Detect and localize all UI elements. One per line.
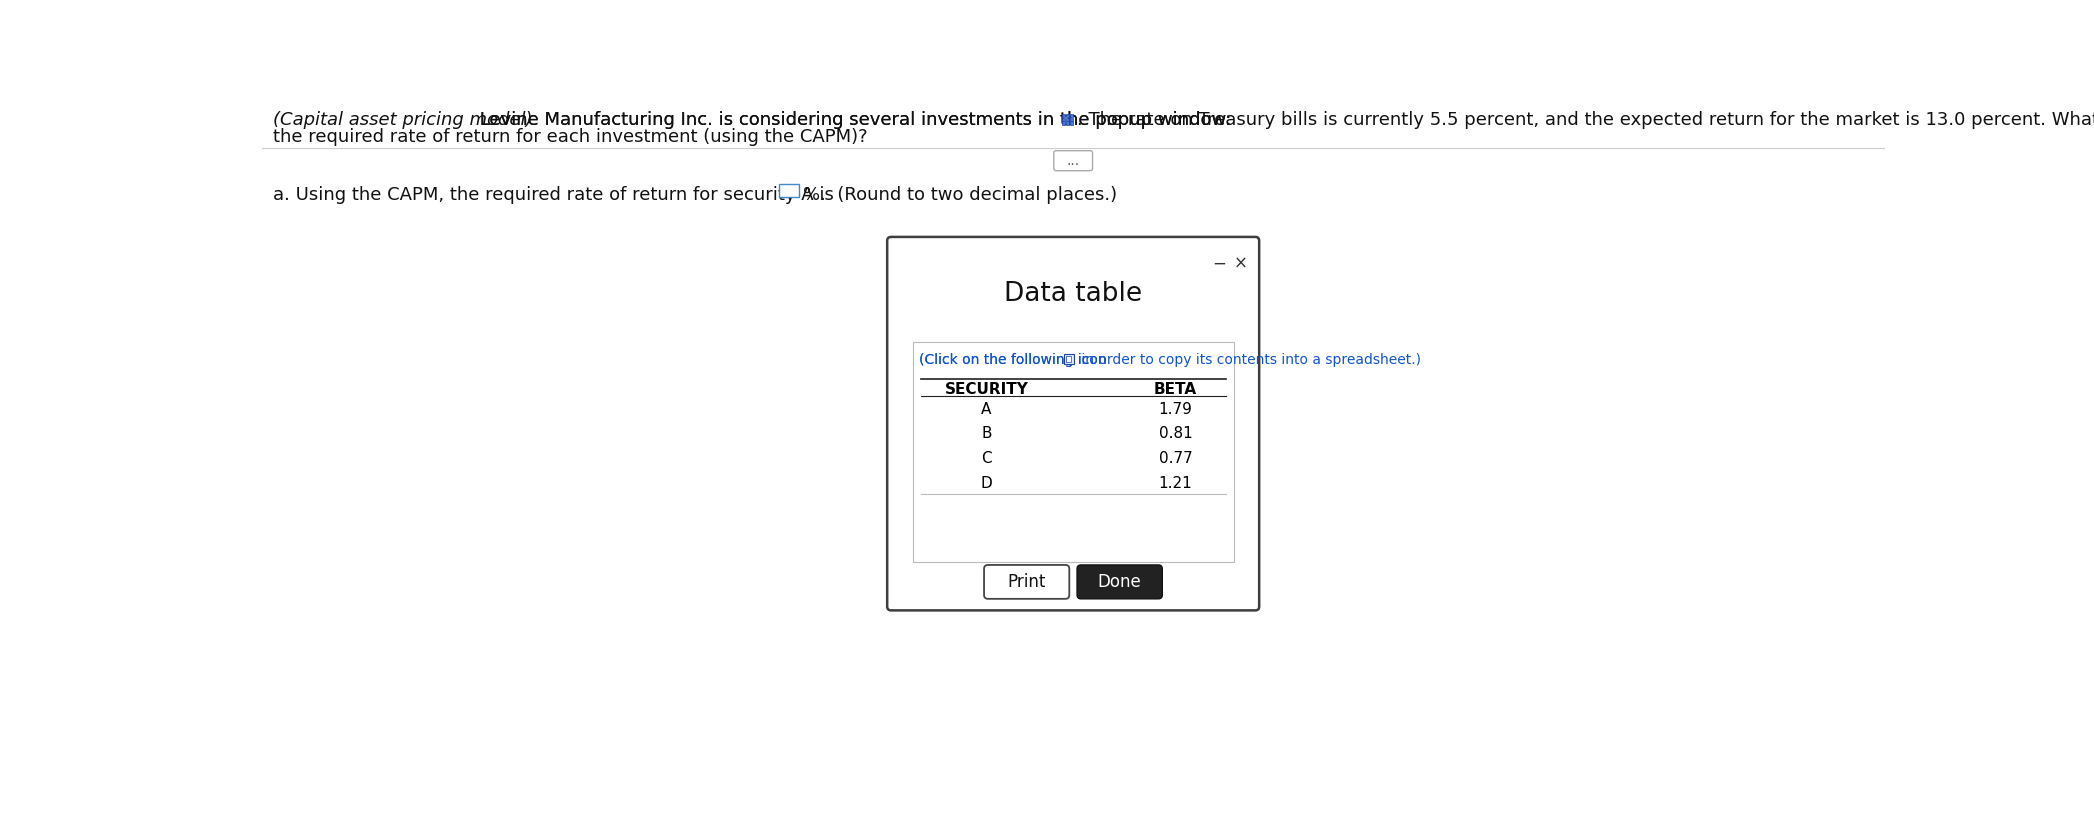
- Text: Levine Manufacturing Inc. is considering several investments in the popup window: Levine Manufacturing Inc. is considering…: [475, 111, 1238, 128]
- Bar: [1062, 121, 1066, 124]
- Bar: [1062, 114, 1066, 117]
- FancyBboxPatch shape: [888, 237, 1258, 611]
- Text: 0.77: 0.77: [1158, 451, 1191, 466]
- Text: Print: Print: [1007, 573, 1045, 591]
- Text: Data table: Data table: [1005, 280, 1141, 307]
- Text: 1.21: 1.21: [1158, 476, 1191, 490]
- Text: . The rate on Treasury bills is currently 5.5 percent, and the expected return f: . The rate on Treasury bills is currentl…: [1076, 111, 2094, 128]
- Text: −: −: [1212, 254, 1225, 272]
- Text: A: A: [982, 402, 993, 417]
- Text: 1.79: 1.79: [1158, 402, 1191, 417]
- FancyBboxPatch shape: [984, 565, 1070, 599]
- Text: BETA: BETA: [1154, 381, 1198, 397]
- Bar: [779, 184, 798, 197]
- Text: D: D: [980, 476, 993, 490]
- Bar: [913, 342, 1233, 562]
- Text: B: B: [982, 426, 993, 441]
- Text: 0.81: 0.81: [1158, 426, 1191, 441]
- FancyBboxPatch shape: [1076, 565, 1162, 599]
- Bar: [1062, 118, 1066, 120]
- Text: SECURITY: SECURITY: [944, 381, 1028, 397]
- Bar: [1070, 114, 1072, 117]
- Text: the required rate of return for each investment (using the CAPM)?: the required rate of return for each inv…: [274, 128, 869, 146]
- Text: in order to copy its contents into a spreadsheet.): in order to copy its contents into a spr…: [1076, 353, 1420, 367]
- Bar: [1070, 121, 1072, 124]
- Text: (Click on the following icon: (Click on the following icon: [919, 353, 1106, 367]
- Text: ...: ...: [1066, 154, 1081, 167]
- Bar: [1066, 118, 1070, 120]
- Text: (Click on the following icon: (Click on the following icon: [919, 353, 1106, 367]
- Text: (Capital asset pricing model): (Capital asset pricing model): [274, 111, 532, 128]
- FancyBboxPatch shape: [1053, 150, 1093, 171]
- Text: Done: Done: [1097, 573, 1141, 591]
- Text: %.  (Round to two decimal places.): %. (Round to two decimal places.): [804, 186, 1118, 204]
- Text: ×: ×: [1233, 254, 1248, 272]
- Bar: [1066, 121, 1070, 124]
- Bar: [1070, 118, 1072, 120]
- Text: Levine Manufacturing Inc. is considering several investments in the popup window: Levine Manufacturing Inc. is considering…: [475, 111, 1238, 128]
- Text: C: C: [982, 451, 993, 466]
- Bar: [1064, 354, 1074, 364]
- Bar: [1066, 114, 1070, 117]
- Bar: [1066, 356, 1072, 363]
- Text: a. Using the CAPM, the required rate of return for security A is: a. Using the CAPM, the required rate of …: [274, 186, 833, 204]
